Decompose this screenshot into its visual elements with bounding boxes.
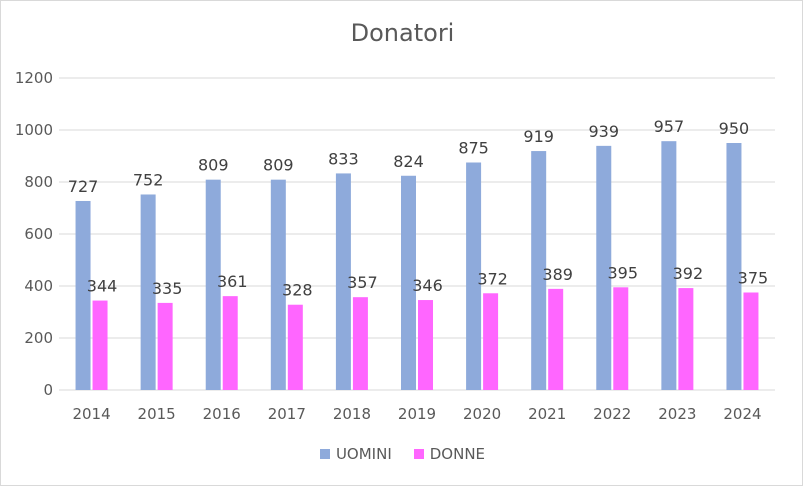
data-label-donne-2015: 335 (152, 279, 183, 298)
x-tick-label-2015: 2015 (138, 405, 176, 423)
bar-uomini-2015 (140, 194, 156, 390)
bar-uomini-2020 (466, 162, 482, 390)
legend-swatch-uomini (319, 449, 330, 459)
legend-item-uomini: UOMINI (319, 445, 392, 463)
data-label-uomini-2023: 957 (654, 117, 685, 136)
data-label-donne-2017: 328 (282, 281, 313, 300)
x-tick-label-2019: 2019 (398, 405, 436, 423)
bar-donne-2022 (613, 287, 629, 390)
bar-uomini-2016 (205, 179, 221, 390)
data-label-donne-2018: 357 (347, 273, 378, 292)
data-label-uomini-2019: 824 (393, 152, 424, 171)
data-label-uomini-2020: 875 (458, 139, 489, 158)
bar-donne-2020 (483, 293, 499, 390)
data-label-donne-2020: 372 (477, 269, 508, 288)
legend-item-donne: DONNE (413, 445, 486, 463)
x-tick-label-2021: 2021 (528, 405, 566, 423)
data-label-uomini-2018: 833 (328, 149, 359, 168)
bar-donne-2014 (92, 300, 108, 390)
x-tick-label-2016: 2016 (203, 405, 241, 423)
data-label-uomini-2014: 727 (68, 177, 99, 196)
chart-title: Donatori (350, 19, 455, 47)
x-tick-label-2024: 2024 (723, 405, 761, 423)
legend: UOMINI DONNE (1, 445, 803, 463)
y-tick-label-1200: 1200 (15, 69, 53, 87)
data-label-donne-2023: 392 (673, 264, 704, 283)
bar-donne-2015 (157, 302, 173, 390)
y-tick-label-600: 600 (24, 225, 53, 243)
y-tick-label-0: 0 (43, 381, 53, 399)
y-tick-label-200: 200 (24, 329, 53, 347)
data-label-donne-2014: 344 (87, 277, 118, 296)
x-tick-label-2017: 2017 (268, 405, 306, 423)
bar-donne-2019 (418, 300, 433, 390)
data-label-donne-2019: 346 (412, 276, 443, 295)
legend-label-uomini: UOMINI (335, 445, 392, 463)
data-label-uomini-2017: 809 (263, 156, 294, 175)
bar-uomini-2022 (596, 145, 612, 390)
x-tick-label-2014: 2014 (72, 405, 110, 423)
data-label-donne-2022: 395 (607, 263, 638, 282)
bar-uomini-2018 (335, 173, 351, 390)
data-label-donne-2016: 361 (217, 272, 248, 291)
y-tick-label-1000: 1000 (15, 121, 53, 139)
bar-uomini-2019 (401, 175, 416, 390)
y-tick-label-800: 800 (24, 173, 53, 191)
bar-donne-2018 (352, 297, 368, 390)
bar-uomini-2014 (75, 200, 91, 390)
data-label-uomini-2021: 919 (523, 127, 554, 146)
bar-donne-2021 (548, 288, 564, 390)
x-tick-label-2022: 2022 (593, 405, 631, 423)
bar-donne-2024 (743, 292, 759, 390)
data-label-uomini-2022: 939 (588, 122, 619, 141)
legend-swatch-donne (413, 449, 424, 459)
bar-uomini-2017 (270, 179, 286, 390)
bar-donne-2023 (678, 288, 694, 390)
data-label-donne-2021: 389 (542, 265, 573, 284)
x-tick-label-2020: 2020 (463, 405, 501, 423)
data-label-uomini-2024: 950 (719, 119, 750, 138)
bar-uomini-2024 (726, 143, 742, 390)
x-tick-label-2023: 2023 (658, 405, 696, 423)
bar-donne-2016 (222, 296, 238, 390)
bar-uomini-2021 (531, 151, 547, 390)
data-label-uomini-2015: 752 (133, 170, 164, 189)
legend-label-donne: DONNE (429, 445, 486, 463)
y-tick-label-400: 400 (24, 277, 53, 295)
x-tick-label-2018: 2018 (333, 405, 371, 423)
data-label-donne-2024: 375 (738, 269, 769, 288)
bar-donne-2017 (287, 304, 303, 390)
data-label-uomini-2016: 809 (198, 156, 229, 175)
bar-uomini-2023 (661, 141, 677, 390)
